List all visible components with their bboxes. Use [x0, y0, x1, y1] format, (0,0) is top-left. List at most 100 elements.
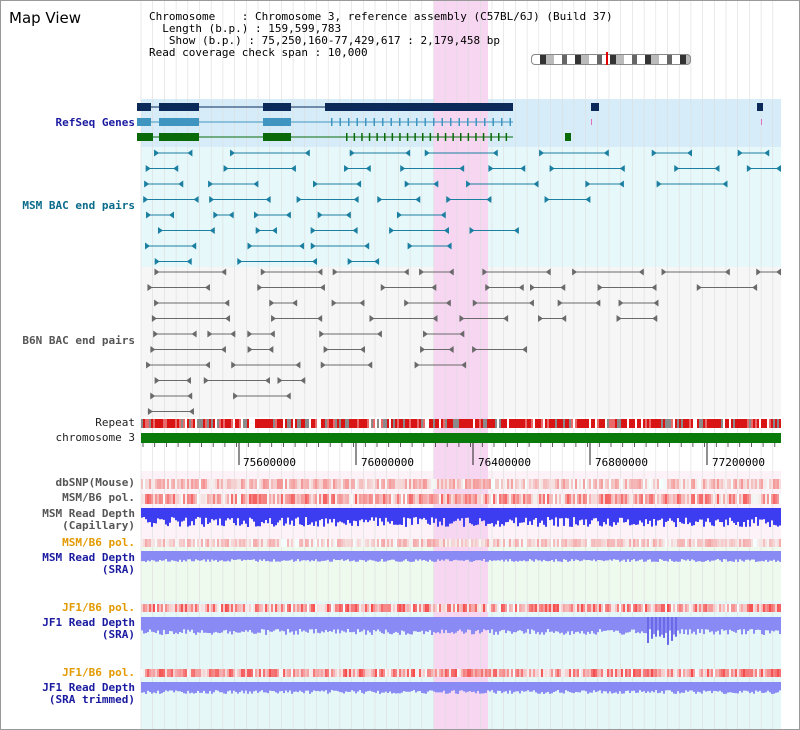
polymorphism-cell — [755, 669, 757, 677]
jf1-sra-depth-bar — [431, 617, 433, 635]
msm-sra-depth-bar — [715, 551, 717, 560]
polymorphism-cell — [583, 494, 585, 504]
polymorphism-cell — [353, 669, 355, 677]
track-label-msm-b6-pol-2[interactable]: MSM/B6 pol. — [62, 536, 135, 549]
polymorphism-cell — [497, 604, 499, 612]
polymorphism-cell — [689, 604, 691, 612]
gene-exon — [384, 133, 386, 141]
polymorphism-cell — [533, 669, 535, 677]
b6n-bac-pair-end — [207, 330, 213, 338]
b6n-bac-pair-end — [317, 268, 323, 276]
polymorphism-cell — [585, 479, 587, 489]
polymorphism-cell — [751, 494, 753, 504]
polymorphism-cell — [175, 479, 177, 489]
polymorphism-cell — [665, 539, 667, 547]
polymorphism-cell — [175, 604, 177, 612]
track-label-jf1-b6-pol-2[interactable]: JF1/B6 pol. — [62, 666, 135, 679]
gene-exon — [509, 118, 511, 126]
polymorphism-cell — [367, 479, 369, 489]
msm-bac-pair-end — [764, 149, 770, 157]
repeat-segment — [149, 419, 151, 428]
repeat-segment — [147, 419, 149, 428]
chromosome-label: Chromosome — [149, 10, 216, 23]
track-label-jf1-depth-trimmed[interactable]: JF1 Read Depth (SRA trimmed) — [42, 681, 135, 706]
repeat-segment — [765, 419, 767, 428]
msm-sra-depth-bar — [267, 551, 269, 561]
jf1-trimmed-depth-bar — [327, 682, 329, 694]
polymorphism-cell — [525, 494, 527, 504]
msm-capillary-depth-bar — [715, 508, 717, 521]
track-label-msm-depth-capillary[interactable]: MSM Read Depth (Capillary) — [42, 507, 135, 532]
msm-capillary-depth-bar — [457, 508, 459, 519]
jf1-sra-depth-bar — [663, 617, 665, 638]
jf1-sra-depth-bar — [461, 617, 463, 632]
polymorphism-cell — [625, 494, 627, 504]
repeat-segment — [521, 419, 523, 428]
repeat-segment — [331, 419, 333, 428]
polymorphism-cell — [475, 669, 477, 677]
b6n-bac-pair-end — [376, 330, 382, 338]
jf1-sra-depth-bar — [733, 617, 735, 632]
b6n-bac-pair-end — [230, 330, 236, 338]
polymorphism-cell — [693, 479, 695, 489]
polymorphism-cell — [649, 479, 651, 489]
track-label-jf1-depth-sra[interactable]: JF1 Read Depth (SRA) — [42, 616, 135, 641]
jf1-trimmed-depth-bar — [339, 682, 341, 692]
repeat-segment — [517, 419, 519, 428]
jf1-sra-depth-bar — [501, 617, 503, 631]
jf1-trimmed-depth-bar — [435, 682, 437, 693]
jf1-sra-depth-bar — [429, 617, 431, 631]
track-label-jf1-b6-pol-1[interactable]: JF1/B6 pol. — [62, 601, 135, 614]
jf1-sra-depth-bar — [577, 617, 579, 632]
polymorphism-cell — [485, 494, 487, 504]
polymorphism-cell — [527, 539, 529, 547]
chromosome-ideogram[interactable] — [531, 54, 691, 65]
polymorphism-cell — [395, 669, 397, 677]
polymorphism-cell — [567, 669, 569, 677]
msm-sra-depth-bar — [705, 551, 707, 561]
track-label-msm-depth-sra[interactable]: MSM Read Depth (SRA) — [42, 551, 135, 576]
polymorphism-cell — [741, 669, 743, 677]
polymorphism-cell — [361, 479, 363, 489]
polymorphism-cell — [687, 604, 689, 612]
polymorphism-cell — [243, 494, 245, 504]
polymorphism-cell — [211, 539, 213, 547]
track-label-refseq[interactable]: RefSeq Genes — [55, 116, 135, 129]
polymorphism-cell — [541, 539, 543, 547]
repeat-segment — [761, 419, 763, 428]
jf1-sra-depth-bar — [295, 617, 297, 631]
jf1-sra-depth-bar — [599, 617, 601, 630]
jf1-sra-depth-bar — [373, 617, 375, 630]
repeat-segment — [547, 419, 549, 428]
msm-capillary-depth-bar — [241, 508, 243, 525]
jf1-trimmed-depth-bar — [333, 682, 335, 691]
track-label-dbsnp[interactable]: dbSNP(Mouse) — [55, 476, 135, 489]
repeat-segment — [433, 419, 435, 428]
polymorphism-cell — [671, 494, 673, 504]
polymorphism-cell — [713, 494, 715, 504]
msm-capillary-depth-bar — [221, 508, 223, 526]
msm-sra-depth-bar — [509, 551, 511, 560]
polymorphism-cell — [421, 494, 423, 504]
track-label-b6n-bac[interactable]: B6N BAC end pairs — [22, 334, 135, 347]
jf1-trimmed-depth-bar — [687, 682, 689, 692]
polymorphism-cell — [163, 539, 165, 547]
b6n-bac-pair-end — [225, 315, 231, 322]
repeat-segment — [699, 419, 701, 428]
polymorphism-cell — [221, 604, 223, 612]
msm-bac-pair-end — [407, 242, 413, 250]
polymorphism-cell — [307, 669, 309, 677]
track-label-msm-b6-pol-1[interactable]: MSM/B6 pol. — [62, 491, 135, 504]
jf1-trimmed-depth-bar — [409, 682, 411, 692]
track-label-msm-bac[interactable]: MSM BAC end pairs — [22, 199, 135, 212]
jf1-trimmed-depth-bar — [185, 682, 187, 694]
jf1-sra-depth-bar — [173, 617, 175, 635]
jf1-trimmed-depth-bar — [773, 682, 775, 694]
ideogram-position-marker[interactable] — [606, 52, 608, 65]
msm-sra-depth-bar — [453, 551, 455, 561]
polymorphism-cell — [163, 604, 165, 612]
repeat-segment — [757, 419, 759, 428]
polymorphism-cell — [387, 669, 389, 677]
